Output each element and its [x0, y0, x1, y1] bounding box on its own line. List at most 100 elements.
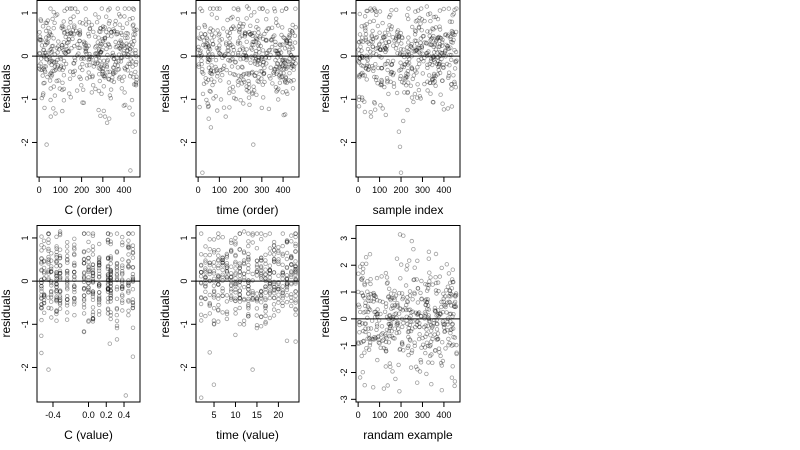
data-point	[57, 300, 63, 306]
data-point	[437, 61, 442, 67]
data-point	[246, 302, 251, 307]
data-point	[372, 99, 377, 105]
data-point	[90, 82, 96, 88]
data-point	[237, 265, 242, 271]
data-point	[422, 345, 428, 350]
data-point	[386, 294, 391, 299]
data-point	[244, 47, 249, 52]
data-point	[357, 56, 362, 61]
data-point	[356, 40, 362, 45]
data-point	[357, 330, 362, 335]
data-point	[417, 15, 422, 21]
data-point	[110, 50, 115, 56]
data-point	[97, 255, 102, 260]
data-point	[241, 71, 246, 77]
data-point	[57, 263, 63, 268]
data-point	[208, 67, 214, 73]
data-point	[260, 63, 265, 68]
data-point	[224, 293, 230, 298]
data-point	[72, 23, 77, 28]
data-point	[130, 16, 135, 21]
data-point	[449, 375, 455, 380]
data-point	[372, 296, 377, 301]
data-point	[106, 76, 111, 81]
data-point	[48, 295, 54, 300]
data-point	[233, 332, 238, 338]
data-point	[108, 232, 113, 237]
data-point	[49, 32, 54, 38]
y-tick-label: -1	[20, 95, 30, 103]
data-point	[416, 87, 422, 93]
data-point	[448, 280, 453, 285]
data-point	[253, 35, 258, 40]
data-point	[378, 47, 383, 52]
data-point	[365, 336, 370, 341]
data-point	[211, 293, 217, 298]
data-point	[368, 49, 373, 54]
data-point	[449, 57, 454, 62]
data-point	[105, 256, 111, 261]
data-point	[58, 65, 63, 70]
data-point	[134, 77, 139, 82]
data-point	[412, 277, 417, 282]
data-point	[445, 327, 450, 333]
data-point	[271, 243, 277, 248]
data-point	[130, 354, 136, 359]
data-point	[264, 38, 269, 43]
data-point	[217, 51, 222, 56]
data-point	[403, 76, 408, 81]
data-point	[432, 60, 438, 65]
data-point	[81, 231, 87, 236]
data-point	[230, 56, 235, 62]
data-point	[398, 276, 403, 281]
data-point	[430, 282, 435, 287]
data-point	[61, 47, 66, 53]
data-point	[272, 295, 277, 301]
data-point	[54, 65, 60, 70]
data-point	[272, 284, 277, 289]
data-point	[413, 324, 418, 330]
data-point	[57, 274, 63, 280]
data-point	[96, 271, 102, 276]
data-point	[120, 240, 125, 245]
data-point	[240, 45, 245, 50]
data-point	[453, 49, 459, 55]
data-point	[90, 316, 96, 321]
data-point	[96, 274, 102, 279]
data-point	[283, 63, 288, 69]
data-point	[395, 51, 400, 56]
data-point	[211, 237, 217, 242]
data-point	[412, 28, 418, 33]
data-point	[54, 299, 59, 304]
data-point	[391, 335, 396, 341]
data-point	[81, 231, 87, 236]
data-point	[250, 33, 255, 38]
data-point	[293, 339, 298, 344]
data-point	[236, 39, 241, 44]
data-point	[368, 298, 373, 304]
data-point	[363, 65, 368, 71]
data-point	[59, 43, 65, 48]
data-point	[57, 231, 63, 236]
data-point	[39, 296, 44, 301]
data-point	[293, 270, 298, 276]
data-point	[244, 84, 249, 89]
data-point	[237, 288, 242, 293]
data-point	[412, 291, 417, 297]
data-point	[259, 289, 264, 294]
data-point	[55, 50, 60, 55]
data-point	[224, 265, 229, 270]
data-point	[105, 231, 111, 236]
data-point	[198, 301, 204, 307]
data-point	[114, 250, 120, 255]
data-point	[130, 265, 135, 270]
data-point	[207, 6, 213, 11]
data-point	[375, 80, 380, 86]
data-point	[389, 62, 395, 67]
data-point	[93, 34, 98, 39]
data-point	[49, 292, 54, 297]
data-point	[371, 68, 376, 73]
data-point	[366, 298, 371, 303]
data-point	[280, 284, 285, 289]
data-point	[96, 266, 102, 271]
